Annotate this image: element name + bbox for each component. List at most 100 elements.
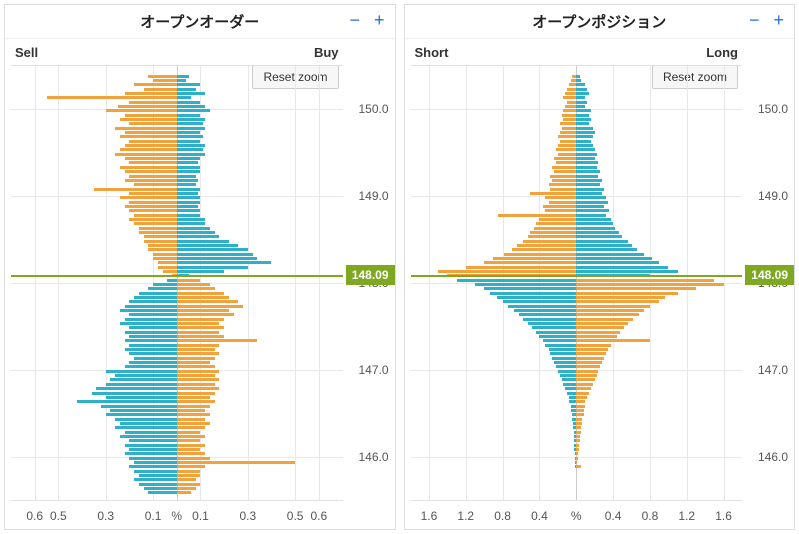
bar-left xyxy=(125,92,177,95)
bar-left xyxy=(556,365,576,368)
bar-right xyxy=(177,309,229,312)
bar-right xyxy=(576,344,611,347)
bar-right xyxy=(177,131,201,134)
expand-icon[interactable]: + xyxy=(773,11,784,29)
bar-left xyxy=(552,357,576,360)
bar-right xyxy=(177,166,201,169)
bar-right xyxy=(576,387,591,390)
bar-right xyxy=(576,96,585,99)
plot-area[interactable] xyxy=(11,65,343,501)
bar-left xyxy=(562,114,577,117)
bar-left xyxy=(101,405,177,408)
bar-right xyxy=(576,309,644,312)
bar-right xyxy=(177,374,215,377)
bar-right xyxy=(177,209,201,212)
bar-left xyxy=(125,157,177,160)
bar-right xyxy=(177,383,215,386)
bar-right xyxy=(576,131,594,134)
bar-left xyxy=(120,322,177,325)
bar-left xyxy=(129,448,176,451)
bar-left xyxy=(129,335,176,338)
bar-right xyxy=(576,109,591,112)
bar-right xyxy=(177,109,210,112)
bar-left xyxy=(120,135,177,138)
bar-right xyxy=(177,339,258,342)
bar-right xyxy=(177,235,220,238)
bar-left xyxy=(558,370,576,373)
bar-right xyxy=(576,370,598,373)
bar-right xyxy=(177,487,196,490)
bar-right xyxy=(177,161,198,164)
bar-left xyxy=(129,361,176,364)
bar-left xyxy=(466,266,577,269)
bar-left xyxy=(556,148,576,151)
bar-left xyxy=(558,135,576,138)
bar-left xyxy=(493,257,576,260)
bar-right xyxy=(177,183,196,186)
bar-left xyxy=(539,218,576,221)
bar-right xyxy=(576,157,594,160)
bar-right xyxy=(576,409,583,412)
bar-right xyxy=(177,92,205,95)
bar-left xyxy=(550,188,576,191)
bar-left xyxy=(560,122,577,125)
x-axis: 0.60.50.30.10.10.30.50.6% xyxy=(11,505,343,523)
bar-left xyxy=(129,101,176,104)
bar-left xyxy=(550,175,576,178)
bar-left xyxy=(134,83,177,86)
plot-area[interactable] xyxy=(411,65,743,501)
bar-right xyxy=(576,261,659,264)
bar-left xyxy=(563,109,576,112)
bar-right xyxy=(576,183,600,186)
side-labels: Sell Buy xyxy=(15,45,339,60)
minimize-icon[interactable]: − xyxy=(749,11,760,29)
bar-left xyxy=(125,444,177,447)
bar-left xyxy=(545,196,576,199)
bar-left xyxy=(96,387,177,390)
bar-right xyxy=(576,105,585,108)
bar-left xyxy=(120,422,177,425)
bar-left xyxy=(120,435,177,438)
bar-right xyxy=(177,261,272,264)
bar-right xyxy=(576,101,587,104)
bar-right xyxy=(177,283,210,286)
bar-right xyxy=(576,305,650,308)
bar-left xyxy=(129,465,176,468)
bar-right xyxy=(576,75,580,78)
bar-right xyxy=(576,166,596,169)
bar-left xyxy=(134,461,177,464)
x-tick-label: 0.1 xyxy=(145,509,162,523)
minimize-icon[interactable]: − xyxy=(349,11,360,29)
bar-left xyxy=(148,248,176,251)
bar-left xyxy=(519,313,576,316)
bar-left xyxy=(129,122,176,125)
y-tick-label: 149.0 xyxy=(758,189,788,203)
bar-right xyxy=(576,374,596,377)
bar-left xyxy=(129,439,176,442)
bar-right xyxy=(576,196,605,199)
bar-left xyxy=(106,383,177,386)
bar-left xyxy=(47,96,177,99)
right-label: Buy xyxy=(314,45,339,60)
bar-left xyxy=(139,292,177,295)
bar-left xyxy=(144,487,177,490)
bar-right xyxy=(177,175,196,178)
bar-left xyxy=(484,287,576,290)
bar-left xyxy=(94,188,177,191)
bar-left xyxy=(129,218,176,221)
bar-right xyxy=(576,144,593,147)
x-tick-label: 0.4 xyxy=(531,509,548,523)
bar-right xyxy=(177,79,186,82)
bar-left xyxy=(567,88,576,91)
expand-icon[interactable]: + xyxy=(374,11,385,29)
header-icons: − + xyxy=(749,11,784,29)
bar-right xyxy=(177,452,205,455)
bar-right xyxy=(576,114,589,117)
bar-left xyxy=(530,231,576,234)
bar-right xyxy=(576,222,613,225)
bar-right xyxy=(177,435,205,438)
bar-right xyxy=(576,322,628,325)
bar-right xyxy=(177,135,203,138)
panel-header: オープンオーダー − + xyxy=(5,5,395,39)
y-tick-label: 147.0 xyxy=(358,363,388,377)
